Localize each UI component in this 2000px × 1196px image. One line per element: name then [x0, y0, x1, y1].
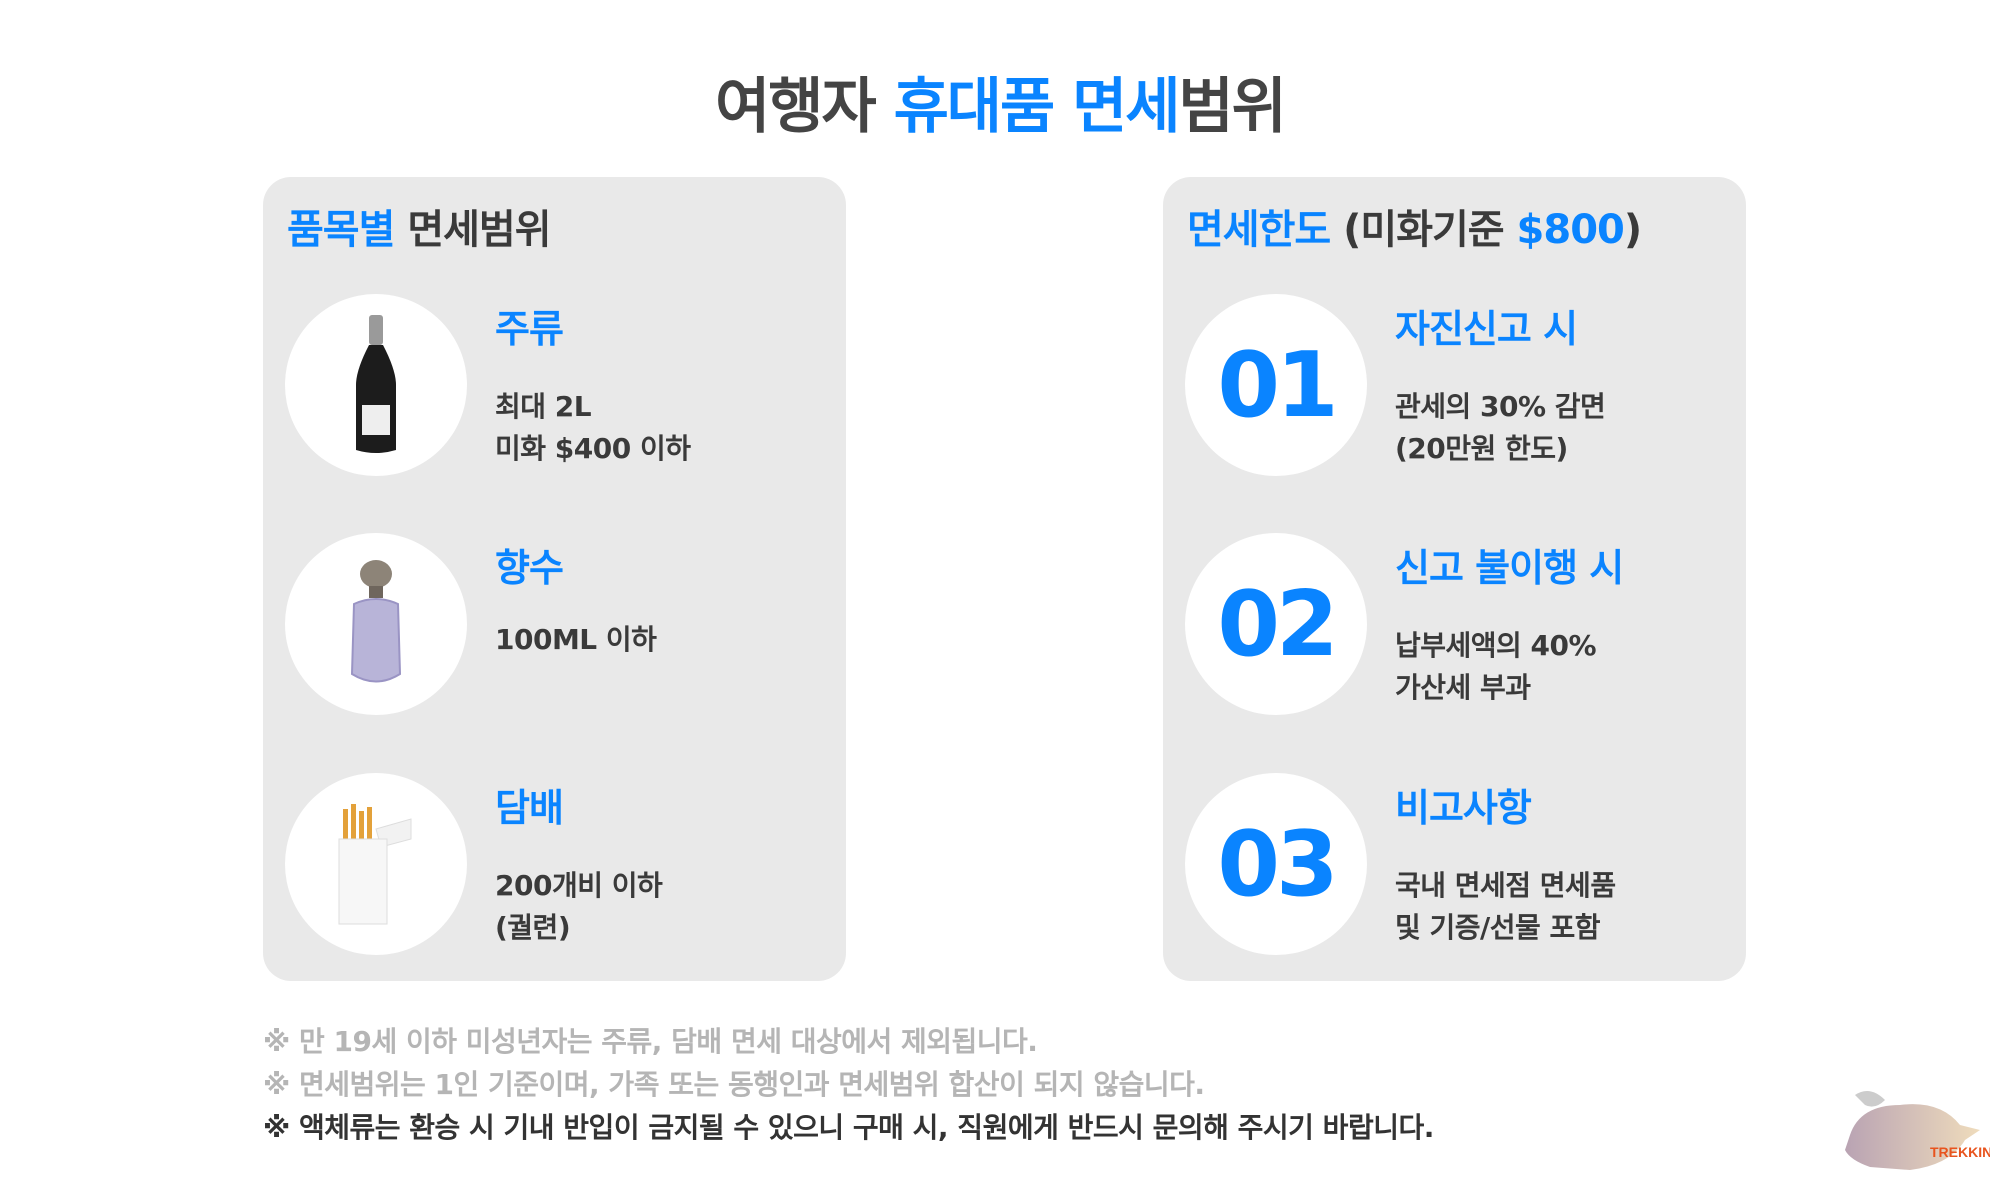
footnotes: ※ 만 19세 이하 미성년자는 주류, 담배 면세 대상에서 제외됩니다. ※…: [263, 1020, 1434, 1149]
svg-text:TREKKING: TREKKING: [1930, 1144, 1990, 1160]
note: ※ 면세범위는 1인 기준이며, 가족 또는 동행인과 면세범위 합산이 되지 …: [263, 1068, 1205, 1101]
list-item: 담배 200개비 이하 (궐련): [285, 773, 825, 955]
champagne-bottle-icon: [285, 294, 467, 476]
perfume-bottle-icon: [285, 533, 467, 715]
panel-heading: 면세한도 (미화기준 $800): [1187, 207, 1642, 253]
cigarette-pack-icon: [285, 773, 467, 955]
trekking-logo: TREKKING: [1830, 1085, 2000, 1180]
note: ※ 액체류는 환승 시 기내 반입이 금지될 수 있으니 구매 시, 직원에게 …: [263, 1111, 1434, 1144]
list-item: 01 자진신고 시 관세의 30% 감면 (20만원 한도): [1185, 294, 1725, 476]
list-item: 03 비고사항 국내 면세점 면세품 및 기증/선물 포함: [1185, 773, 1725, 955]
duty-free-limit-panel: 면세한도 (미화기준 $800) 01 자진신고 시 관세의 30% 감면 (20…: [1163, 177, 1746, 981]
item-allowance-panel: 품목별 면세범위 주류 최대 2L 미화 $400 이하 향수 100ML 이하 …: [263, 177, 846, 981]
list-item: 주류 최대 2L 미화 $400 이하: [285, 294, 825, 476]
note: ※ 만 19세 이하 미성년자는 주류, 담배 면세 대상에서 제외됩니다.: [263, 1025, 1038, 1058]
panel-heading: 품목별 면세범위: [287, 207, 552, 253]
list-item: 02 신고 불이행 시 납부세액의 40% 가산세 부과: [1185, 533, 1725, 715]
list-item: 향수 100ML 이하: [285, 533, 825, 715]
page-title: 여행자 휴대품 면세범위: [715, 72, 1287, 142]
